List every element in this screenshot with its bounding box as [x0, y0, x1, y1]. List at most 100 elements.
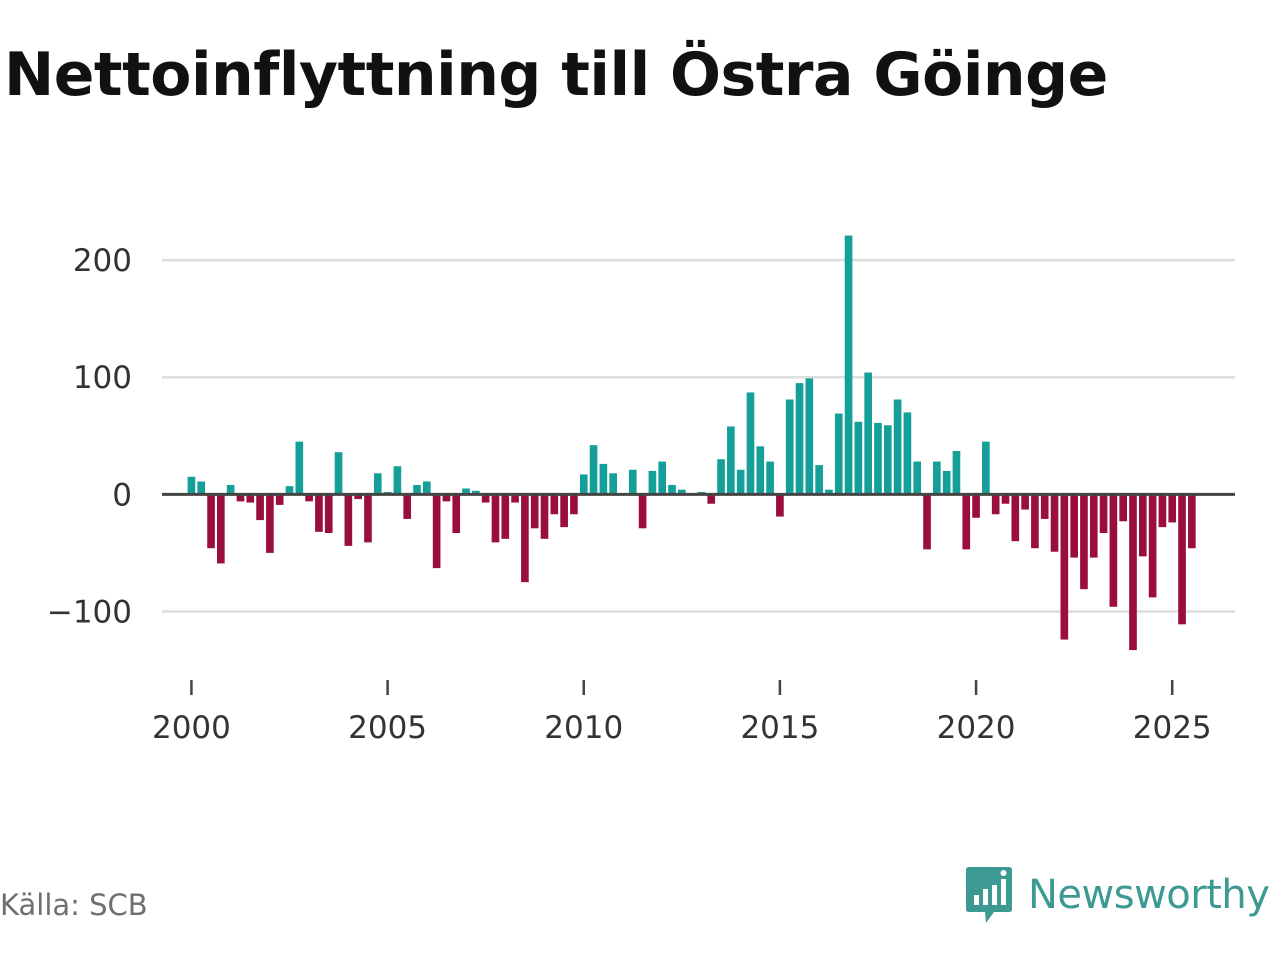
bar: [1089, 494, 1098, 558]
bar: [1138, 494, 1147, 557]
bar: [560, 494, 568, 528]
bar: [521, 494, 529, 583]
x-tick-label: 2015: [740, 710, 819, 746]
bar: [668, 484, 676, 495]
bar: [589, 445, 598, 495]
source-label: Källa: SCB: [0, 888, 148, 922]
bar: [207, 494, 215, 549]
bar: [1050, 494, 1059, 552]
x-axis: 2000 2005 2010 2015 2020 2025: [152, 680, 1212, 746]
bar: [413, 484, 421, 495]
bar: [354, 494, 362, 500]
bar: [344, 494, 353, 546]
bar: [324, 494, 333, 533]
bar: [1188, 494, 1196, 549]
bar: [403, 494, 412, 519]
bar: [854, 421, 863, 495]
bar: [1158, 494, 1167, 528]
bar: [815, 465, 823, 495]
bar: [678, 489, 686, 495]
bar: [462, 488, 470, 495]
bar: [766, 461, 774, 495]
bar: [511, 494, 519, 503]
bar: [1011, 494, 1020, 542]
bar: [648, 470, 657, 495]
bar: [246, 494, 255, 503]
bar: [952, 451, 961, 495]
bar: [805, 378, 814, 495]
bar: [785, 399, 794, 495]
bar: [266, 494, 274, 553]
bar: [903, 412, 912, 495]
bar: [481, 494, 490, 503]
bar: [1060, 494, 1069, 640]
bar: [982, 441, 990, 495]
bar: [628, 469, 637, 495]
bar: [825, 489, 833, 495]
bar: [1001, 494, 1010, 504]
bar: [1031, 494, 1039, 549]
bar: [501, 494, 510, 539]
bar: [1168, 494, 1177, 523]
bar: [295, 441, 304, 495]
bar: [1148, 494, 1157, 598]
bar: [776, 494, 784, 517]
bar: [217, 494, 225, 564]
bar: [1080, 494, 1088, 590]
bar: [1119, 494, 1128, 522]
bar: [893, 399, 902, 495]
y-axis: −100 0 100 200: [47, 243, 132, 630]
brand-logo: Newsworthy: [964, 865, 1270, 925]
bar: [187, 476, 196, 495]
bar: [472, 490, 480, 495]
bar: [991, 494, 1000, 515]
bar: [923, 494, 931, 550]
y-tick-label: 100: [73, 360, 132, 396]
bar: [834, 413, 843, 495]
bar: [1070, 494, 1078, 558]
bar: [226, 484, 235, 495]
bar: [422, 481, 431, 495]
bar: [197, 481, 206, 495]
x-tick-label: 2000: [152, 710, 231, 746]
bar: [972, 494, 980, 518]
bars: [187, 235, 1196, 651]
bar: [1021, 494, 1029, 510]
newsworthy-icon: [966, 867, 1012, 923]
bar: [305, 494, 313, 502]
bar: [570, 494, 578, 515]
bar: [236, 494, 245, 502]
bar: [1040, 494, 1049, 519]
bar: [717, 459, 725, 495]
bar: [432, 494, 441, 569]
y-tick-label: 0: [112, 477, 132, 513]
bar: [864, 372, 873, 495]
bar: [275, 494, 284, 505]
bar: [609, 473, 617, 495]
x-tick-label: 2010: [544, 710, 623, 746]
y-tick-label: 200: [73, 243, 132, 279]
bar: [579, 474, 588, 495]
x-tick-label: 2020: [937, 710, 1016, 746]
bar: [658, 461, 667, 495]
bar: [746, 392, 755, 495]
bar: [452, 494, 461, 533]
bar: [727, 426, 735, 495]
bar: [707, 494, 716, 504]
bar: [442, 494, 451, 502]
bar: [1099, 494, 1108, 533]
bar: [285, 486, 294, 495]
bar: [913, 461, 922, 495]
bar: [844, 235, 853, 495]
bar: [942, 470, 951, 495]
bar: [874, 422, 882, 495]
brand-name: Newsworthy: [1028, 872, 1270, 918]
bar: [756, 446, 765, 495]
x-tick-label: 2025: [1133, 710, 1212, 746]
bar: [795, 383, 804, 495]
x-tick-label: 2005: [348, 710, 427, 746]
bar: [599, 463, 608, 495]
bar: [1178, 494, 1186, 625]
bar: [334, 452, 343, 495]
